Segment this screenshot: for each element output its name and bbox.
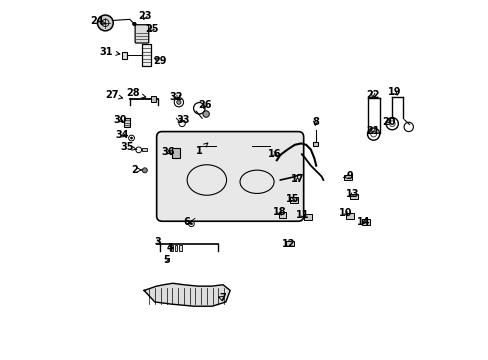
Text: 20: 20 bbox=[382, 117, 395, 127]
Text: 5: 5 bbox=[163, 255, 170, 265]
Text: 9: 9 bbox=[343, 171, 352, 181]
Text: 10: 10 bbox=[339, 208, 352, 219]
Text: 18: 18 bbox=[272, 207, 286, 217]
Text: 19: 19 bbox=[387, 87, 400, 97]
Bar bbox=[349, 194, 357, 199]
Text: 27: 27 bbox=[105, 90, 122, 100]
Circle shape bbox=[142, 168, 147, 173]
Text: 16: 16 bbox=[268, 149, 281, 159]
Text: 17: 17 bbox=[290, 174, 304, 184]
Text: 8: 8 bbox=[311, 117, 318, 127]
Text: 32: 32 bbox=[168, 92, 182, 102]
Text: 2: 2 bbox=[131, 165, 141, 175]
Text: 3: 3 bbox=[154, 237, 161, 247]
Text: 14: 14 bbox=[356, 217, 370, 227]
Bar bbox=[170, 244, 173, 251]
Text: 31: 31 bbox=[99, 47, 120, 57]
Text: 36: 36 bbox=[162, 147, 175, 157]
Text: 7: 7 bbox=[218, 293, 225, 303]
Text: 15: 15 bbox=[285, 194, 298, 204]
Circle shape bbox=[203, 111, 209, 117]
Text: 30: 30 bbox=[113, 115, 126, 125]
Bar bbox=[286, 240, 294, 246]
Text: 29: 29 bbox=[152, 56, 166, 66]
Bar bbox=[142, 148, 147, 151]
Bar bbox=[361, 220, 369, 225]
FancyBboxPatch shape bbox=[135, 25, 148, 43]
Text: 22: 22 bbox=[366, 90, 379, 100]
Text: 24: 24 bbox=[90, 17, 106, 27]
Text: 11: 11 bbox=[296, 210, 309, 220]
Bar bbox=[312, 142, 318, 146]
Bar bbox=[179, 244, 182, 251]
Bar bbox=[122, 51, 126, 59]
Polygon shape bbox=[144, 283, 230, 306]
Text: 25: 25 bbox=[145, 24, 159, 34]
Circle shape bbox=[130, 137, 132, 139]
Text: 35: 35 bbox=[120, 142, 137, 152]
FancyBboxPatch shape bbox=[156, 132, 303, 221]
Circle shape bbox=[132, 22, 136, 26]
Bar bbox=[344, 175, 351, 180]
Circle shape bbox=[190, 223, 192, 225]
Text: 28: 28 bbox=[125, 88, 145, 98]
Bar bbox=[172, 148, 180, 158]
Bar bbox=[174, 244, 177, 251]
Text: 6: 6 bbox=[183, 217, 190, 227]
Circle shape bbox=[97, 15, 113, 31]
Bar bbox=[345, 213, 353, 219]
Bar bbox=[151, 96, 155, 102]
Text: 13: 13 bbox=[346, 189, 359, 199]
Text: 33: 33 bbox=[176, 115, 189, 125]
Circle shape bbox=[176, 100, 181, 104]
Text: 12: 12 bbox=[281, 239, 295, 249]
Bar bbox=[289, 197, 297, 203]
Text: 21: 21 bbox=[366, 126, 379, 135]
Bar bbox=[124, 118, 130, 127]
Text: 1: 1 bbox=[195, 143, 207, 156]
Text: 26: 26 bbox=[198, 100, 211, 110]
Bar bbox=[303, 214, 311, 220]
Text: 4: 4 bbox=[166, 243, 173, 253]
Bar bbox=[278, 212, 285, 218]
Text: 23: 23 bbox=[138, 11, 152, 21]
Text: 34: 34 bbox=[115, 130, 128, 140]
Bar bbox=[142, 44, 151, 66]
